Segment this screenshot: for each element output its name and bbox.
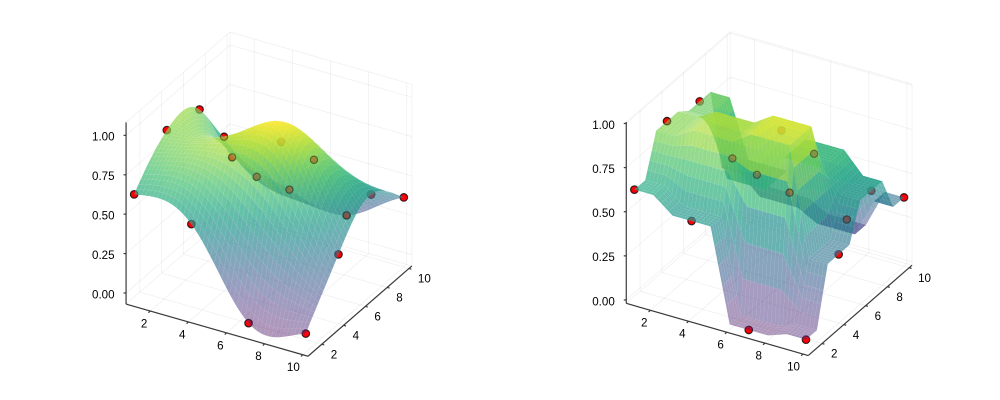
- svg-text:8: 8: [255, 350, 261, 363]
- svg-text:8: 8: [896, 291, 902, 304]
- svg-text:2: 2: [141, 317, 147, 330]
- svg-text:10: 10: [918, 272, 931, 285]
- svg-text:8: 8: [396, 292, 402, 305]
- svg-text:4: 4: [679, 328, 686, 341]
- svg-text:0.50: 0.50: [592, 207, 615, 220]
- svg-text:6: 6: [875, 310, 881, 323]
- svg-text:0.25: 0.25: [92, 249, 115, 262]
- svg-text:6: 6: [717, 339, 723, 352]
- svg-text:0.25: 0.25: [592, 251, 615, 264]
- svg-text:1.00: 1.00: [592, 119, 615, 132]
- svg-text:10: 10: [418, 273, 431, 286]
- svg-text:0.00: 0.00: [92, 288, 115, 301]
- svg-text:2: 2: [641, 317, 647, 330]
- svg-text:8: 8: [755, 350, 761, 363]
- svg-text:0.75: 0.75: [592, 163, 615, 176]
- svg-text:6: 6: [374, 311, 380, 324]
- svg-text:10: 10: [287, 361, 300, 374]
- svg-text:4: 4: [353, 330, 360, 343]
- svg-text:4: 4: [853, 329, 860, 342]
- svg-text:2: 2: [331, 348, 337, 361]
- svg-text:2: 2: [831, 348, 837, 361]
- svg-text:4: 4: [179, 328, 186, 341]
- svg-text:10: 10: [787, 361, 800, 374]
- svg-text:0.75: 0.75: [92, 170, 115, 183]
- svg-text:0.50: 0.50: [92, 210, 115, 223]
- svg-text:0.00: 0.00: [592, 295, 615, 308]
- svg-text:6: 6: [217, 339, 223, 352]
- svg-text:1.00: 1.00: [92, 131, 115, 144]
